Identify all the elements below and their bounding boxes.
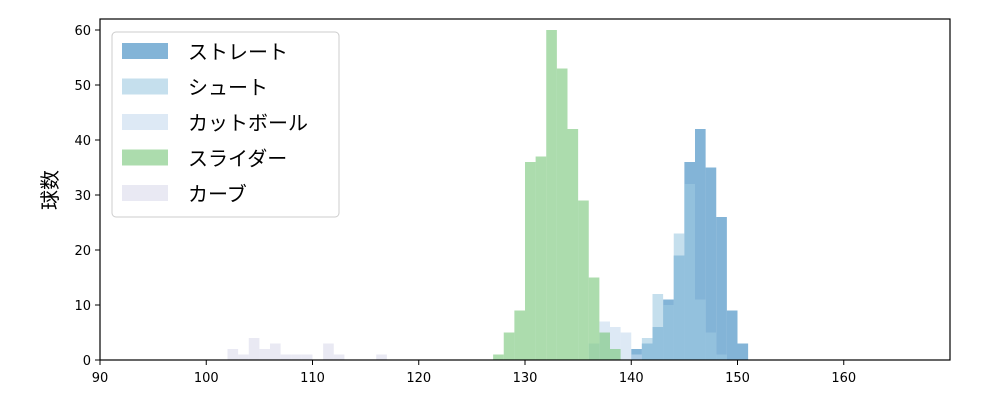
legend-swatch <box>122 78 168 95</box>
bar <box>737 343 749 360</box>
bar <box>726 310 738 360</box>
bar <box>631 354 642 360</box>
y-axis: 0 10 20 30 40 50 60 <box>74 24 100 369</box>
bar <box>684 184 695 360</box>
x-tick-label: 140 <box>619 371 644 386</box>
bar <box>610 327 621 360</box>
x-tick-label: 120 <box>406 371 431 386</box>
x-tick-label: 100 <box>194 371 219 386</box>
legend-label: ストレート <box>188 40 288 64</box>
bar <box>503 332 515 360</box>
x-tick-label: 110 <box>300 371 325 386</box>
bar <box>588 277 600 360</box>
bar <box>259 349 270 360</box>
x-tick-label: 160 <box>831 371 856 386</box>
bar <box>525 162 536 360</box>
bar <box>514 310 525 360</box>
bar <box>705 332 717 360</box>
bar <box>238 354 249 360</box>
bar <box>641 338 653 360</box>
y-axis-label: 球数 <box>38 170 62 210</box>
bar <box>291 354 302 360</box>
y-tick-label: 50 <box>74 79 91 94</box>
y-tick-label: 20 <box>74 244 91 259</box>
bar <box>270 343 281 360</box>
bar <box>578 200 589 360</box>
y-tick-label: 10 <box>74 299 91 314</box>
bar <box>227 349 239 360</box>
x-tick-label: 150 <box>725 371 750 386</box>
bar <box>376 354 387 360</box>
bar <box>652 294 664 360</box>
bar <box>567 129 579 360</box>
legend-label: カーブ <box>188 182 247 206</box>
bar <box>599 332 610 360</box>
bar <box>535 156 547 360</box>
bars-layer <box>227 30 749 360</box>
legend-swatch <box>122 149 168 166</box>
bar <box>493 354 504 360</box>
y-tick-label: 40 <box>74 134 91 149</box>
bar <box>546 30 557 360</box>
y-tick-label: 30 <box>74 189 91 204</box>
bar <box>248 338 260 360</box>
bar <box>620 332 632 360</box>
bar <box>556 68 568 360</box>
bar <box>323 343 334 360</box>
legend-label: シュート <box>188 76 268 100</box>
legend-swatch <box>122 185 168 201</box>
bar <box>673 233 685 360</box>
y-tick-label: 60 <box>74 24 91 39</box>
legend-label: カットボール <box>188 111 308 135</box>
bar <box>695 299 706 360</box>
bar <box>663 305 674 360</box>
legend-box <box>111 31 340 218</box>
x-tick-label: 90 <box>92 371 109 386</box>
bar <box>280 354 292 360</box>
legend-swatch <box>122 43 168 59</box>
bar <box>333 354 345 360</box>
legend-swatch <box>122 114 168 130</box>
bar <box>610 349 621 360</box>
x-axis: 90 100 110 120 130 140 150 160 <box>92 360 856 386</box>
bar <box>716 354 727 360</box>
x-tick-label: 130 <box>513 371 538 386</box>
bar <box>716 217 727 360</box>
bar <box>705 167 717 360</box>
y-tick-label: 0 <box>83 354 91 369</box>
legend-label: スライダー <box>188 147 287 171</box>
bar <box>695 129 706 360</box>
bar <box>301 354 313 360</box>
